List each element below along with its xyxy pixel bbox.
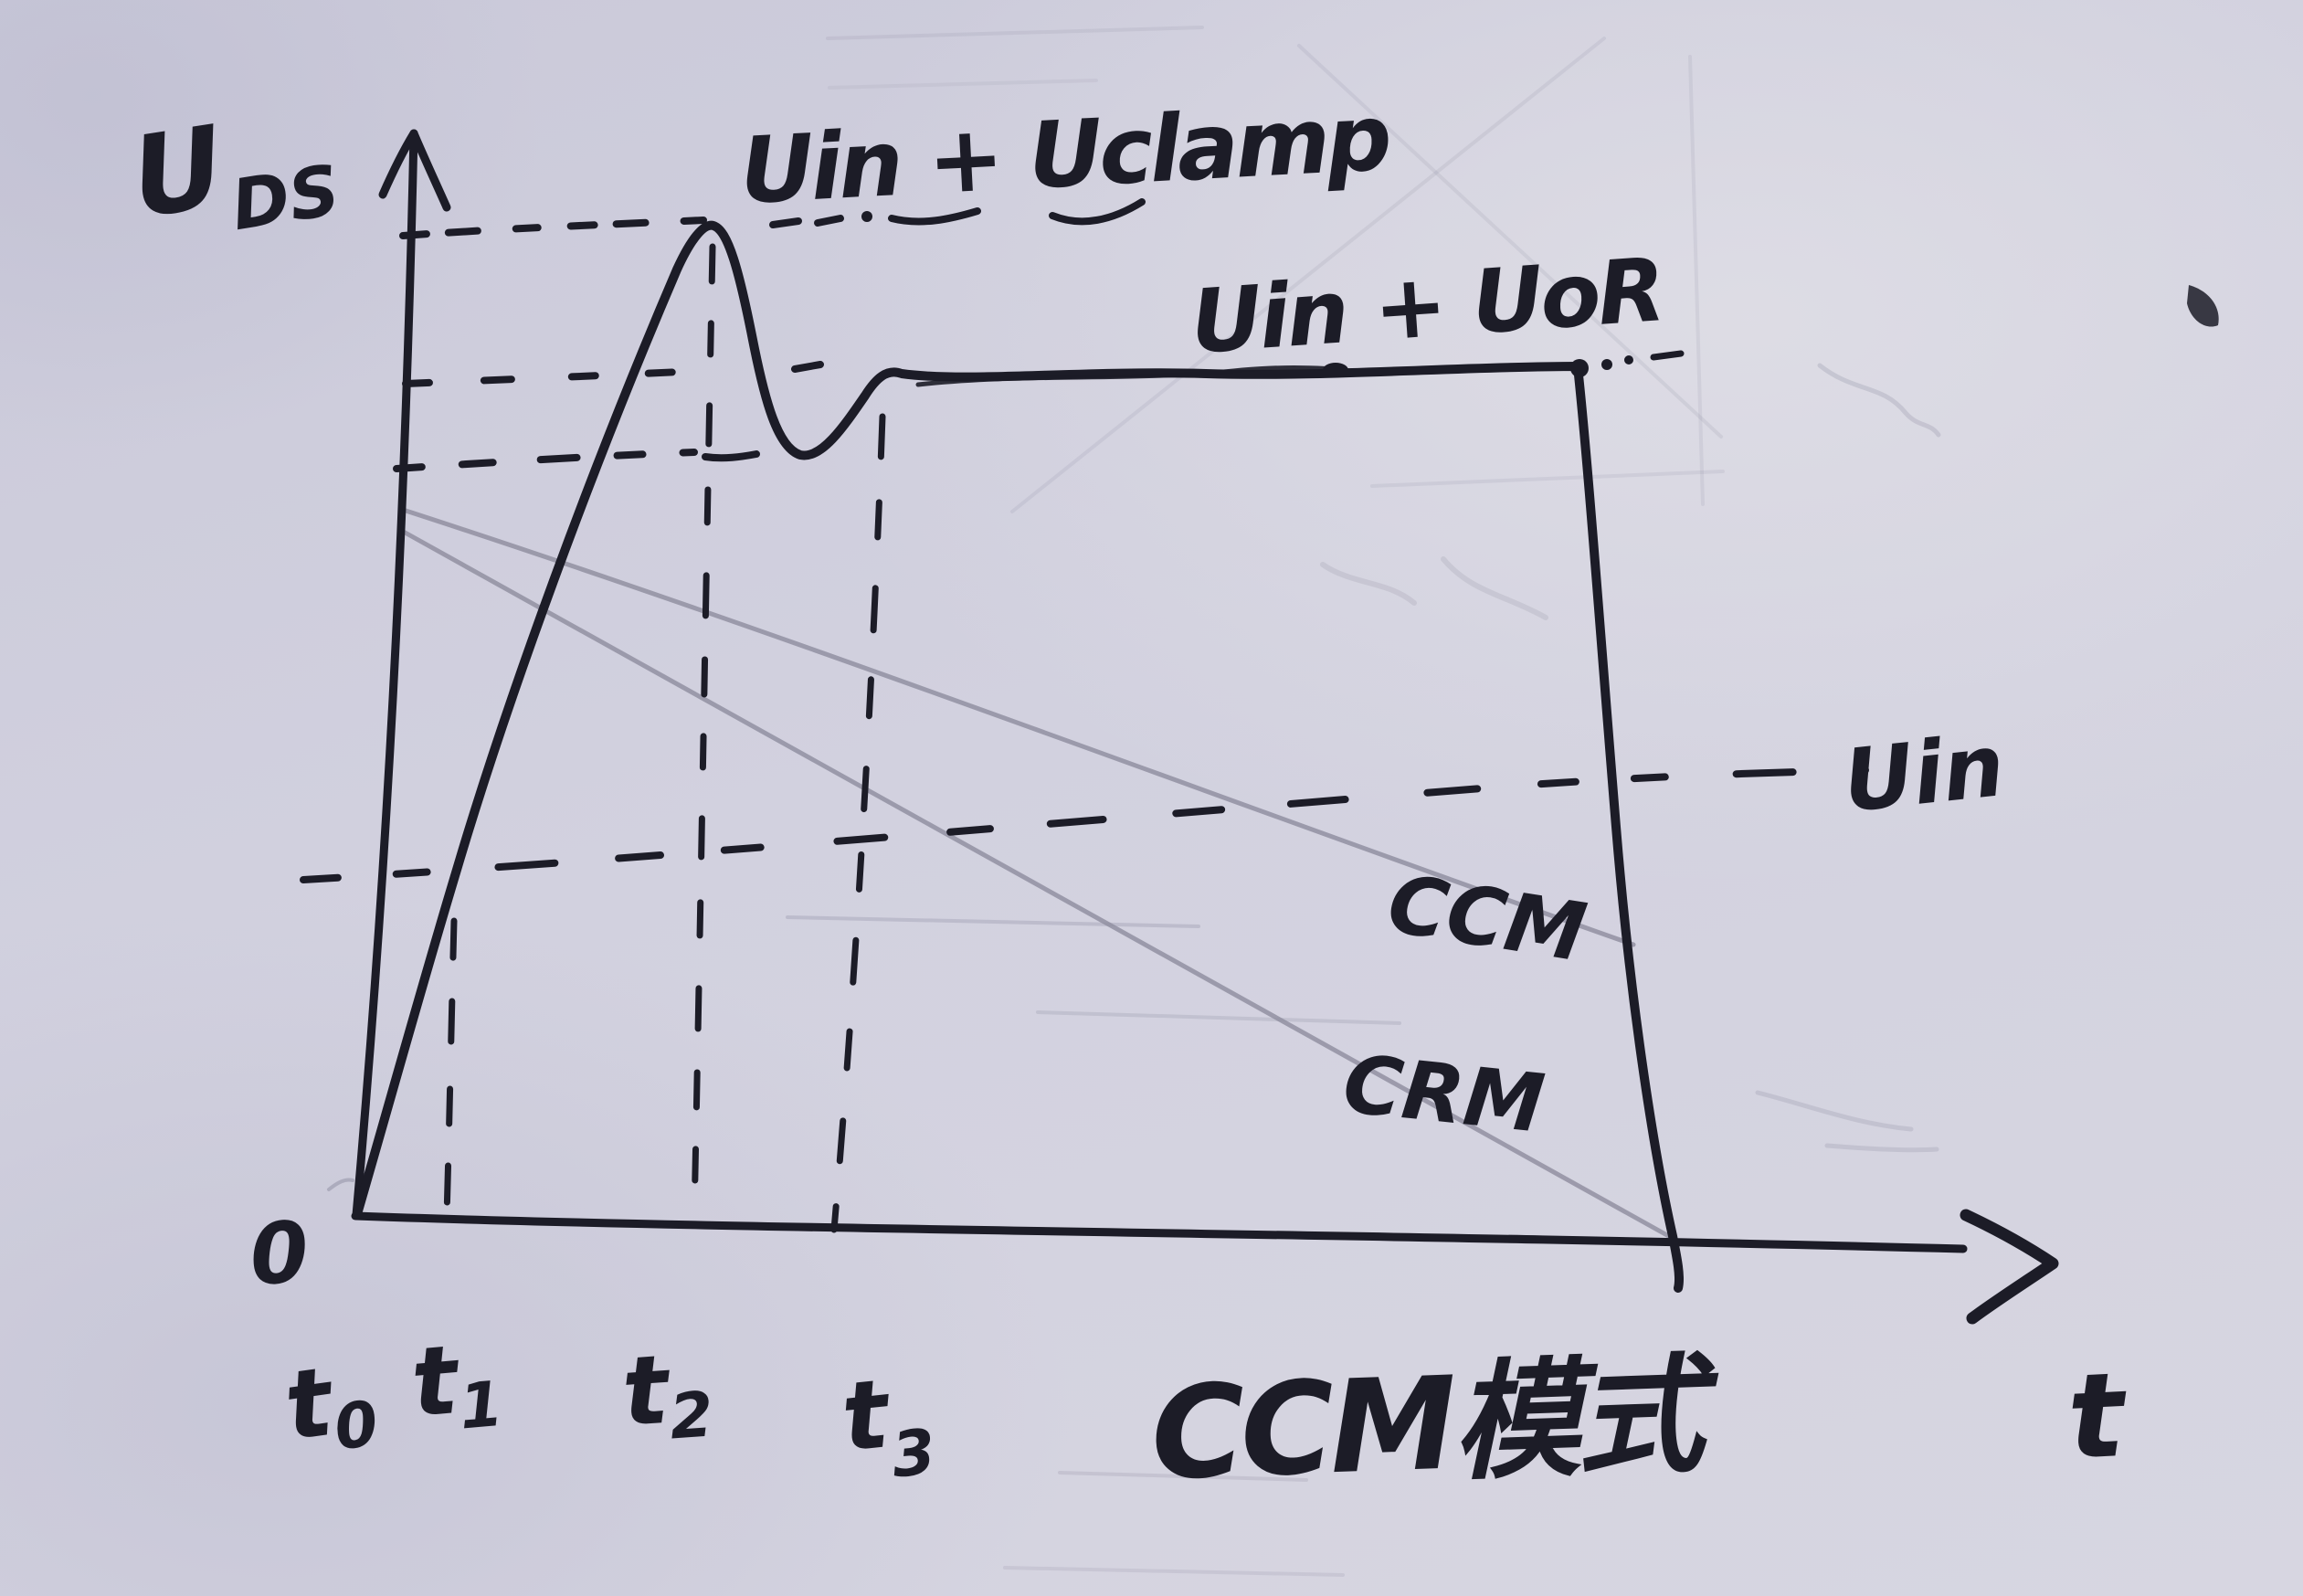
plateau-ink-blob: [1323, 363, 1348, 377]
t3-base: t: [837, 1358, 896, 1474]
y-axis-arrowhead-icon: [378, 129, 451, 212]
y-axis-label-main: U: [122, 101, 232, 244]
ghost-text-blob-2: [1441, 556, 1548, 620]
t3-vertical-dashed-line: [830, 413, 886, 1233]
uclamp-level-dashed-line: [399, 198, 1146, 239]
plateau-retrace-stroke: [915, 365, 1344, 387]
uin-dashes: [300, 766, 1869, 883]
input-level-label: Uin: [1839, 716, 2009, 832]
t1-dashes: [443, 917, 458, 1220]
corner-ink-blob: [1570, 359, 1589, 377]
uclamp-dashes-left: [399, 217, 707, 239]
uclamp-dash-c: [888, 207, 981, 226]
ink-smudge-top-right: [2187, 285, 2219, 327]
corner-dash: [1650, 350, 1685, 361]
plateau-corner-dots: [1601, 350, 1685, 370]
uclamp-dash-d: [1049, 198, 1146, 226]
corner-dot-1: [1601, 359, 1612, 370]
ghost-horizontal-1: [1370, 470, 1725, 488]
uor-dash-mid: [791, 361, 824, 373]
time-marker-t0: t0: [279, 1339, 383, 1471]
ghost-horizontal-3: [828, 79, 1098, 90]
time-marker-t2: t2: [618, 1330, 715, 1456]
uclamp-dot: [861, 211, 872, 222]
uclamp-dash-a: [769, 217, 802, 228]
y-axis-label-subscript: DS: [226, 149, 344, 246]
ghost-diagonal-1: [1010, 37, 1606, 513]
ghost-scribble-right-bottom: [1755, 1090, 1939, 1153]
axes: [351, 129, 2059, 1325]
corner-dot-2: [1624, 355, 1633, 365]
crm-pencil-line: [397, 527, 1676, 1242]
t2-vertical-dashed-line: [691, 243, 716, 1220]
time-marker-t1: t1: [407, 1320, 506, 1448]
ghost-rule-1: [786, 915, 1200, 928]
t1-subscript: 1: [457, 1369, 506, 1444]
ghost-rule-2: [1036, 1010, 1401, 1025]
ghost-vertical: [1688, 55, 1705, 506]
y-axis-line: [352, 129, 418, 1220]
uin-level-dashed-line: [300, 766, 1869, 883]
ghost-horizontal-2: [826, 26, 1204, 40]
origin-label: 0: [247, 1203, 312, 1305]
clamp-level-label: Uin + Uclamp: [737, 84, 1391, 225]
x-axis-arrowhead-icon: [1960, 1209, 2059, 1325]
uclamp-dash-b: [814, 215, 844, 227]
ccm-pencil-line: [397, 506, 1636, 947]
waveform-trace: [353, 220, 1685, 1293]
ghost-tick-above-origin: [327, 1178, 354, 1191]
crm-curve-label: CRM: [1339, 1036, 1548, 1150]
t2-dashes: [691, 243, 716, 1220]
ghost-rule-4: [1003, 1566, 1345, 1577]
x-axis-line: [351, 1211, 1968, 1253]
t3-subscript: 3: [889, 1416, 939, 1493]
reflected-level-label: Uin + UoR: [1188, 238, 1666, 374]
t2-base: t: [618, 1334, 674, 1448]
uor-dashes-left: [402, 368, 684, 387]
dip-dashes: [393, 449, 698, 472]
dip-dash-end: [702, 450, 760, 462]
x-axis-label: t: [2065, 1348, 2132, 1486]
ghost-text-blob-1: [1320, 562, 1417, 606]
ghost-diagonal-2: [1297, 44, 1723, 439]
uds-curve: [353, 220, 1685, 1293]
t2-subscript: 2: [668, 1379, 716, 1453]
t0-subscript: 0: [330, 1388, 383, 1465]
ccm-curve-label: CCM: [1382, 856, 1592, 980]
y-axis-label: UDS: [122, 84, 344, 261]
ringing-dip-dashed-line: [393, 449, 760, 472]
ghost-scribble-right-top: [1817, 363, 1941, 438]
mode-caption: CCM模式: [1148, 1340, 1723, 1509]
t1-vertical-dashed-line: [443, 917, 458, 1220]
t1-base: t: [407, 1324, 465, 1439]
ghost-marks: [327, 26, 2219, 1577]
uor-level-dashed-line: [402, 361, 824, 387]
pencil-mode-lines: [397, 506, 1676, 1242]
ghost-rule-3: [1058, 1471, 1308, 1482]
time-marker-t3: t3: [837, 1353, 939, 1496]
t3-dashes: [830, 413, 886, 1233]
